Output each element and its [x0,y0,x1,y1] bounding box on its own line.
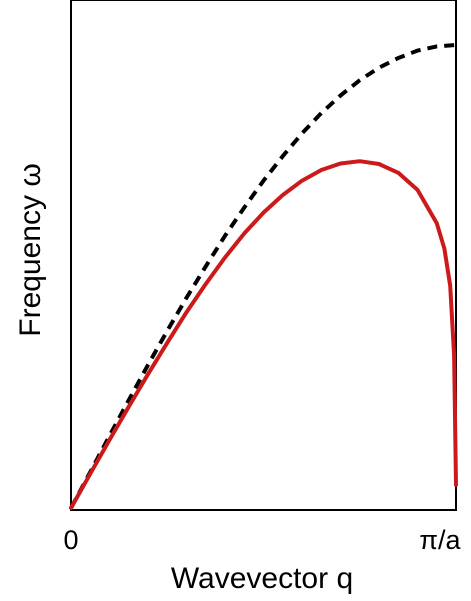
y-axis-title: Frequency ω [14,163,47,337]
x-tick-label-0: 0 [63,525,78,555]
series-layer [69,43,458,510]
series-line-solid [69,159,458,510]
x-tick-label-1: π/a [419,525,461,555]
plot-frame [70,0,457,511]
series-line-dashed [69,43,457,509]
x-axis-title: Wavevector q [171,562,353,595]
